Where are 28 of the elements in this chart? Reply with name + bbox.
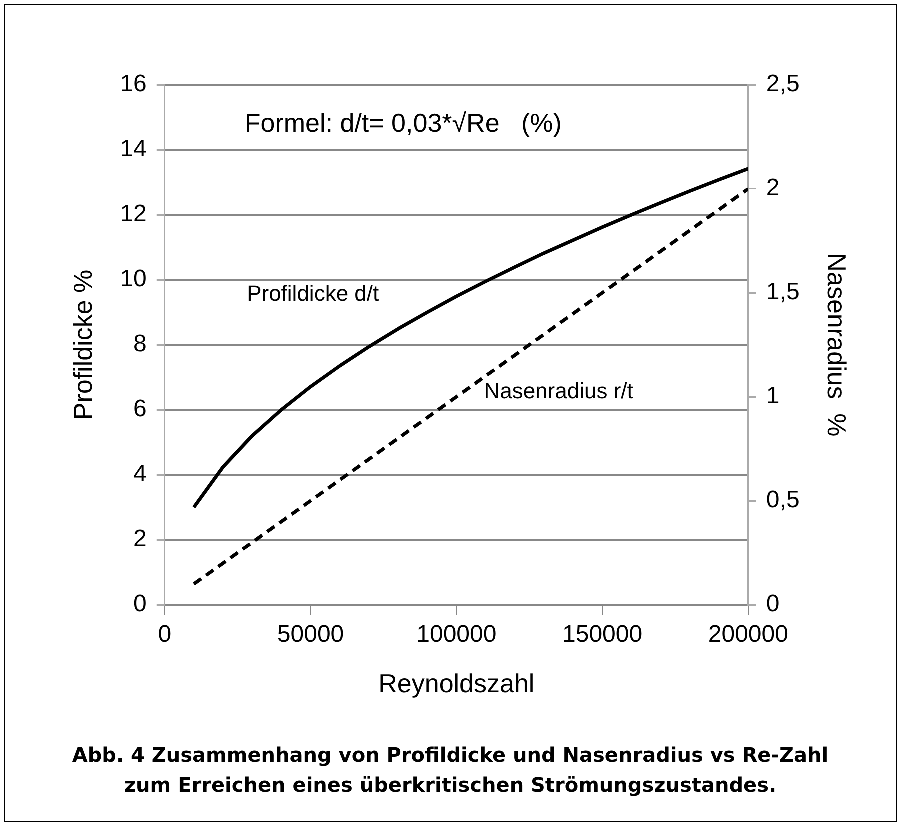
y2-tick-label: 2: [766, 174, 780, 202]
y-tick-label: 8: [134, 330, 147, 358]
y-tick-label: 16: [120, 70, 147, 98]
y-tick-label: 12: [120, 200, 147, 228]
x-tick-label: 50000: [277, 621, 344, 648]
y-tick-label: 4: [134, 460, 147, 488]
annotation: Formel: d/t= 0,03*√Re (%): [244, 108, 562, 138]
caption: Abb. 4 Zusammenhang von Profildicke und Nasenradius vs Re-Zahl zum Erreichen eines überkritischen Strömungszustandes.: [71, 742, 830, 799]
y2-tick-label: 1,5: [766, 278, 800, 306]
y-axis-title: Profildicke %: [68, 270, 98, 420]
y2-axis-title: Nasenradius %: [822, 253, 852, 437]
series-label: Profildicke d/t: [247, 281, 380, 306]
y-tick-label: 6: [134, 396, 147, 423]
y2-tick-label: 1: [766, 382, 780, 410]
y-tick-label: 2: [134, 526, 147, 553]
x-axis-title: Reynoldszahl: [378, 668, 535, 699]
x-tick-label: 100000: [416, 621, 497, 648]
y2-tick-label: 0,5: [766, 486, 800, 514]
y-tick-label: 0: [134, 590, 147, 618]
y2-tick-label: 0: [766, 590, 780, 618]
x-tick-label: 0: [158, 621, 172, 648]
x-tick-label: 200000: [708, 621, 788, 648]
x-tick-label: 150000: [562, 621, 643, 648]
series-label: Nasenradius r/t: [484, 378, 634, 404]
y-tick-label: 14: [120, 136, 147, 163]
y2-tick-label: 2,5: [766, 70, 800, 98]
y-tick-label: 10: [120, 266, 147, 293]
line-series: [192, 187, 748, 586]
